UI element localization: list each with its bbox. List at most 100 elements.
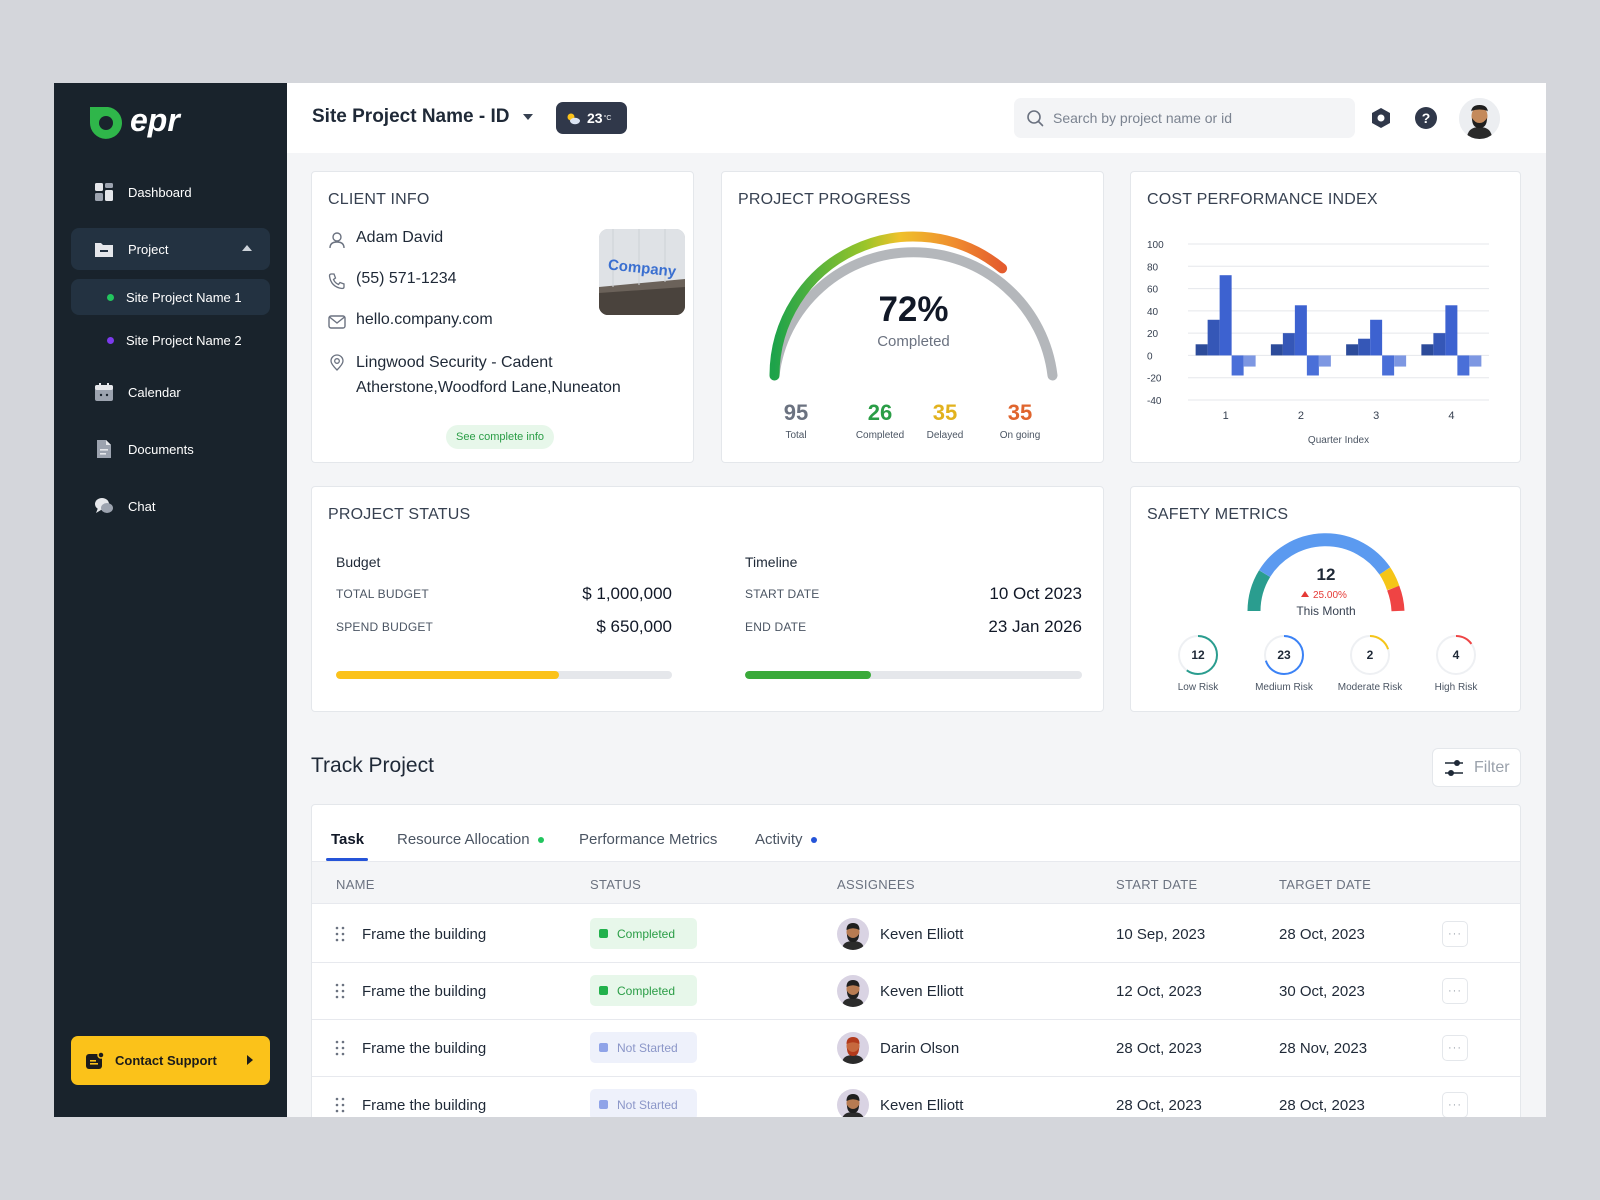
gauge-segment-moderate (1379, 567, 1400, 591)
budget-progress-fill (336, 671, 560, 679)
table-row[interactable]: Frame the building Not Started Darin Olson… (312, 1019, 1520, 1077)
sidebar-item-label: Documents (128, 441, 194, 457)
temperature: 23 (587, 110, 603, 126)
drag-handle-icon[interactable] (334, 926, 346, 942)
total-budget-label: TOTAL BUDGET (336, 587, 429, 601)
bar (1370, 319, 1383, 356)
tab-task[interactable]: Task (331, 831, 364, 848)
status-indicator (599, 929, 608, 938)
drag-handle-icon[interactable] (334, 983, 346, 999)
drag-handle-icon[interactable] (334, 1040, 346, 1056)
status-badge: Completed (590, 918, 697, 949)
risk-label: Low Risk (1177, 682, 1219, 693)
avatar[interactable] (837, 1032, 869, 1064)
table-row[interactable]: Frame the building Not Started Keven Ellio… (312, 1076, 1520, 1117)
tab-performance-metrics[interactable]: Performance Metrics (579, 831, 717, 848)
stat-label: Delayed (926, 430, 964, 441)
risk-value: 23 (1277, 648, 1291, 662)
task-name[interactable]: Frame the building (362, 1040, 487, 1057)
column-header-start-date[interactable]: START DATE (1116, 877, 1198, 892)
sidebar-item-calendar[interactable]: Calendar (71, 371, 270, 413)
column-header-target-date[interactable]: TARGET DATE (1279, 877, 1372, 892)
tab-activity[interactable]: Activity (755, 831, 817, 848)
app-logo[interactable]: epr (86, 101, 204, 146)
client-phone-row: (55) 571-1234 (326, 270, 457, 292)
contact-support-button[interactable]: Contact Support (71, 1036, 270, 1085)
card-title: PROJECT STATUS (328, 506, 471, 523)
target-date: 28 Oct, 2023 (1279, 1097, 1365, 1114)
task-name[interactable]: Frame the building (362, 1097, 487, 1114)
avatar[interactable] (837, 918, 869, 950)
tab-resource-allocation[interactable]: Resource Allocation (397, 831, 544, 848)
sidebar-item-label: Calendar (128, 384, 181, 400)
chevron-down-icon (523, 114, 534, 120)
tab-label: Activity (755, 831, 803, 848)
target-date: 28 Oct, 2023 (1279, 926, 1365, 943)
y-tick-label: 40 (1147, 307, 1159, 318)
sidebar-subitem-label: Site Project Name 2 (126, 332, 242, 348)
sidebar-item-chat[interactable]: Chat (71, 485, 270, 527)
bar (1207, 319, 1220, 356)
gauge-segment-medium (1259, 533, 1391, 578)
calendar-icon (93, 381, 115, 403)
task-name[interactable]: Frame the building (362, 983, 487, 1000)
status-text: Completed (617, 926, 676, 941)
column-header-status[interactable]: STATUS (590, 877, 642, 892)
mail-icon (326, 311, 348, 333)
target-date: 30 Oct, 2023 (1279, 983, 1365, 1000)
sidebar-item-dashboard[interactable]: Dashboard (71, 171, 270, 213)
see-complete-info-button[interactable]: See complete info (446, 425, 555, 449)
assignee-name: Keven Elliott (880, 926, 964, 943)
avatar[interactable] (837, 1089, 869, 1117)
x-tick-label: 4 (1448, 410, 1454, 422)
more-options-button[interactable]: ··· (1442, 1092, 1468, 1117)
chevron-up-icon[interactable] (242, 245, 252, 251)
sidebar-item-project[interactable]: Project (71, 228, 270, 270)
phone-icon (326, 270, 348, 292)
notification-dot (537, 836, 544, 843)
x-axis-label: Quarter Index (1308, 435, 1369, 446)
y-tick-label: 0 (1147, 351, 1153, 362)
risk-moderate: 2 Moderate Risk (1335, 634, 1405, 693)
settings-icon[interactable] (1369, 106, 1393, 130)
bar (1421, 344, 1434, 356)
task-name[interactable]: Frame the building (362, 926, 487, 943)
status-badge: Not Started (590, 1089, 697, 1117)
sidebar-subitem-project-1[interactable]: Site Project Name 1 (71, 279, 270, 315)
project-selector[interactable]: Site Project Name - ID (312, 106, 534, 128)
x-tick-label: 1 (1223, 410, 1229, 422)
risk-value: 2 (1367, 648, 1374, 662)
search-icon (1026, 109, 1044, 127)
bar (1394, 355, 1407, 367)
end-date-value: 23 Jan 2026 (988, 617, 1082, 636)
start-date-label: START DATE (745, 587, 820, 601)
company-image: Company (599, 229, 685, 315)
search-box[interactable] (1014, 98, 1355, 138)
more-options-button[interactable]: ··· (1442, 978, 1468, 1004)
client-name: Adam David (356, 229, 444, 246)
more-options-button[interactable]: ··· (1442, 921, 1468, 947)
user-avatar[interactable] (1459, 98, 1500, 139)
bar (1433, 333, 1446, 356)
start-date: 28 Oct, 2023 (1116, 1097, 1202, 1114)
filter-button[interactable]: Filter (1432, 748, 1521, 787)
table-row[interactable]: Frame the building Completed Keven Elliott… (312, 905, 1520, 963)
temperature-unit: °C (603, 114, 612, 122)
table-row[interactable]: Frame the building Completed Keven Elliott… (312, 962, 1520, 1020)
bar (1445, 305, 1458, 356)
column-header-assignees[interactable]: ASSIGNEES (837, 877, 915, 892)
column-header-name[interactable]: NAME (336, 877, 375, 892)
drag-handle-icon[interactable] (334, 1097, 346, 1113)
sidebar-item-documents[interactable]: Documents (71, 428, 270, 470)
chat-icon (93, 495, 115, 517)
more-options-button[interactable]: ··· (1442, 1035, 1468, 1061)
spend-budget-value: $ 650,000 (596, 617, 672, 636)
x-tick-label: 3 (1373, 410, 1379, 422)
filter-label: Filter (1474, 758, 1510, 776)
sidebar-subitem-project-2[interactable]: Site Project Name 2 (71, 322, 270, 358)
help-icon[interactable]: ? (1414, 106, 1438, 130)
card-title: PROJECT PROGRESS (738, 191, 911, 208)
avatar[interactable] (837, 975, 869, 1007)
search-input[interactable] (1053, 110, 1333, 126)
status-text: Not Started (617, 1040, 678, 1055)
